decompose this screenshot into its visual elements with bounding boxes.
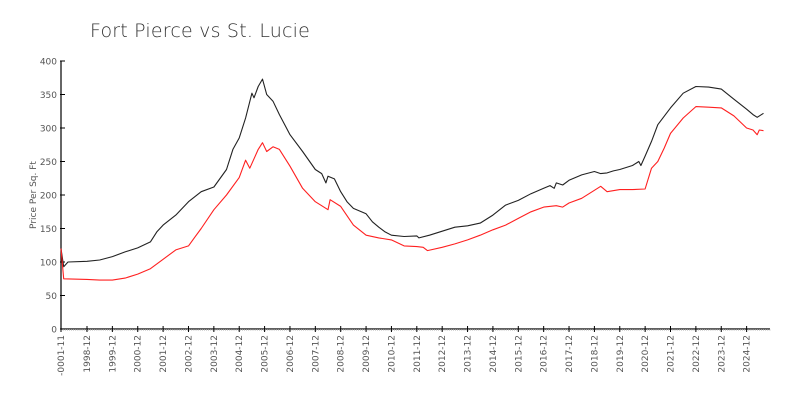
x-tick-label: 2012-12: [438, 335, 448, 373]
x-tick-label: 2008-12: [337, 335, 347, 373]
x-tick-label: 2019-12: [616, 335, 626, 373]
y-tick-label: 300: [40, 125, 57, 135]
series-line-st-lucie: [60, 78, 764, 268]
y-tick-label: 350: [40, 91, 57, 101]
x-tick-label: 2021-12: [667, 335, 677, 373]
x-tick-label: 2013-12: [464, 335, 474, 373]
x-tick-label: -0001-11: [57, 335, 67, 376]
series-line-fort-pierce: [60, 106, 764, 281]
x-tick-label: 2000-12: [134, 335, 144, 373]
x-tick-label: 2018-12: [590, 335, 600, 373]
x-tick-label: 2024-12: [743, 335, 753, 373]
y-tick-label: 200: [40, 192, 57, 202]
y-tick-label: 50: [46, 292, 58, 302]
x-tick-label: 2006-12: [286, 335, 296, 373]
y-tick-label: 400: [40, 58, 57, 68]
x-tick-label: 2002-12: [184, 335, 194, 373]
series-group: [60, 78, 764, 281]
x-tick-label: 2009-12: [362, 335, 372, 373]
x-tick-label: 2015-12: [514, 335, 524, 373]
x-tick-label: 2005-12: [261, 335, 271, 373]
x-tick-label: 2016-12: [540, 335, 550, 373]
x-axis: -0001-11 1998-12 1999-12 2000-12 2001-12 2002…: [57, 326, 771, 376]
x-tick-label: 2022-12: [692, 335, 702, 373]
y-tick-label: 150: [40, 225, 57, 235]
x-tick-label: 2001-12: [159, 335, 169, 373]
x-tick-label: 2023-12: [717, 335, 727, 373]
x-tick-label: 2020-12: [641, 335, 651, 373]
y-axis-title: Price Per Sq. Ft: [29, 161, 39, 229]
x-tick-label: 2003-12: [210, 335, 220, 373]
x-tick-label: 2011-12: [413, 335, 423, 373]
x-tick-label: 2017-12: [565, 335, 575, 373]
x-tick-label: 2010-12: [387, 335, 397, 373]
y-tick-label: 250: [40, 158, 57, 168]
x-tick-label: 1998-12: [83, 335, 93, 373]
x-tick-label: 1999-12: [108, 335, 118, 373]
y-axis: 0 50 100 150 200 250 300 350 400: [40, 58, 65, 336]
chart-title: Fort Pierce vs St. Lucie: [90, 20, 311, 42]
x-tick-label: 2007-12: [311, 335, 321, 373]
y-tick-label: 0: [51, 326, 57, 336]
y-tick-label: 100: [40, 259, 57, 269]
x-tick-label: 2014-12: [489, 335, 499, 373]
x-tick-label: 2004-12: [235, 335, 245, 373]
